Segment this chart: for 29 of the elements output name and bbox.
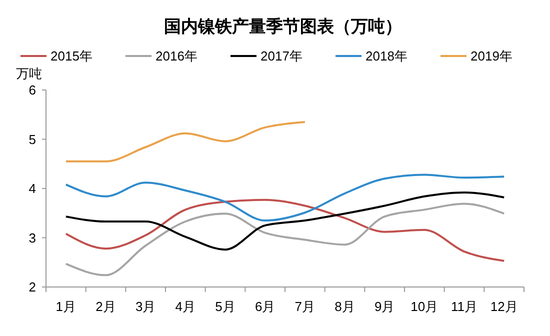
x-tick-label: 5月 — [215, 299, 236, 314]
x-tick-label: 8月 — [334, 299, 355, 314]
y-tick-label: 4 — [28, 181, 36, 196]
legend-label: 2019年 — [470, 48, 512, 64]
y-tick-label: 6 — [28, 82, 36, 98]
chart-title: 国内镍铁产量季节图表（万吨） — [164, 17, 402, 36]
x-tick-label: 10月 — [410, 299, 438, 314]
y-tick-label: 3 — [28, 230, 36, 246]
line-series — [64, 121, 306, 162]
line-series — [64, 202, 506, 276]
line-series — [64, 198, 506, 262]
legend-label: 2016年 — [156, 48, 198, 64]
legend-label: 2018年 — [366, 48, 408, 64]
x-tick-label: 9月 — [374, 299, 395, 314]
line-series — [64, 191, 506, 251]
legend-label: 2017年 — [260, 48, 302, 64]
y-tick-label: 5 — [28, 132, 36, 147]
legend-label: 2015年 — [50, 48, 92, 64]
x-tick-label: 4月 — [175, 299, 196, 314]
y-axis-title: 万吨 — [16, 66, 42, 81]
line-series — [64, 174, 506, 222]
x-tick-label: 7月 — [294, 299, 316, 314]
x-tick-label: 6月 — [254, 299, 276, 314]
x-tick-label: 11月 — [451, 299, 478, 314]
x-tick-label: 3月 — [135, 299, 156, 314]
x-tick-label: 2月 — [96, 299, 116, 314]
y-tick-label: 2 — [28, 280, 36, 295]
x-tick-label: 12月 — [490, 299, 518, 314]
x-tick-label: 1月 — [56, 299, 76, 314]
